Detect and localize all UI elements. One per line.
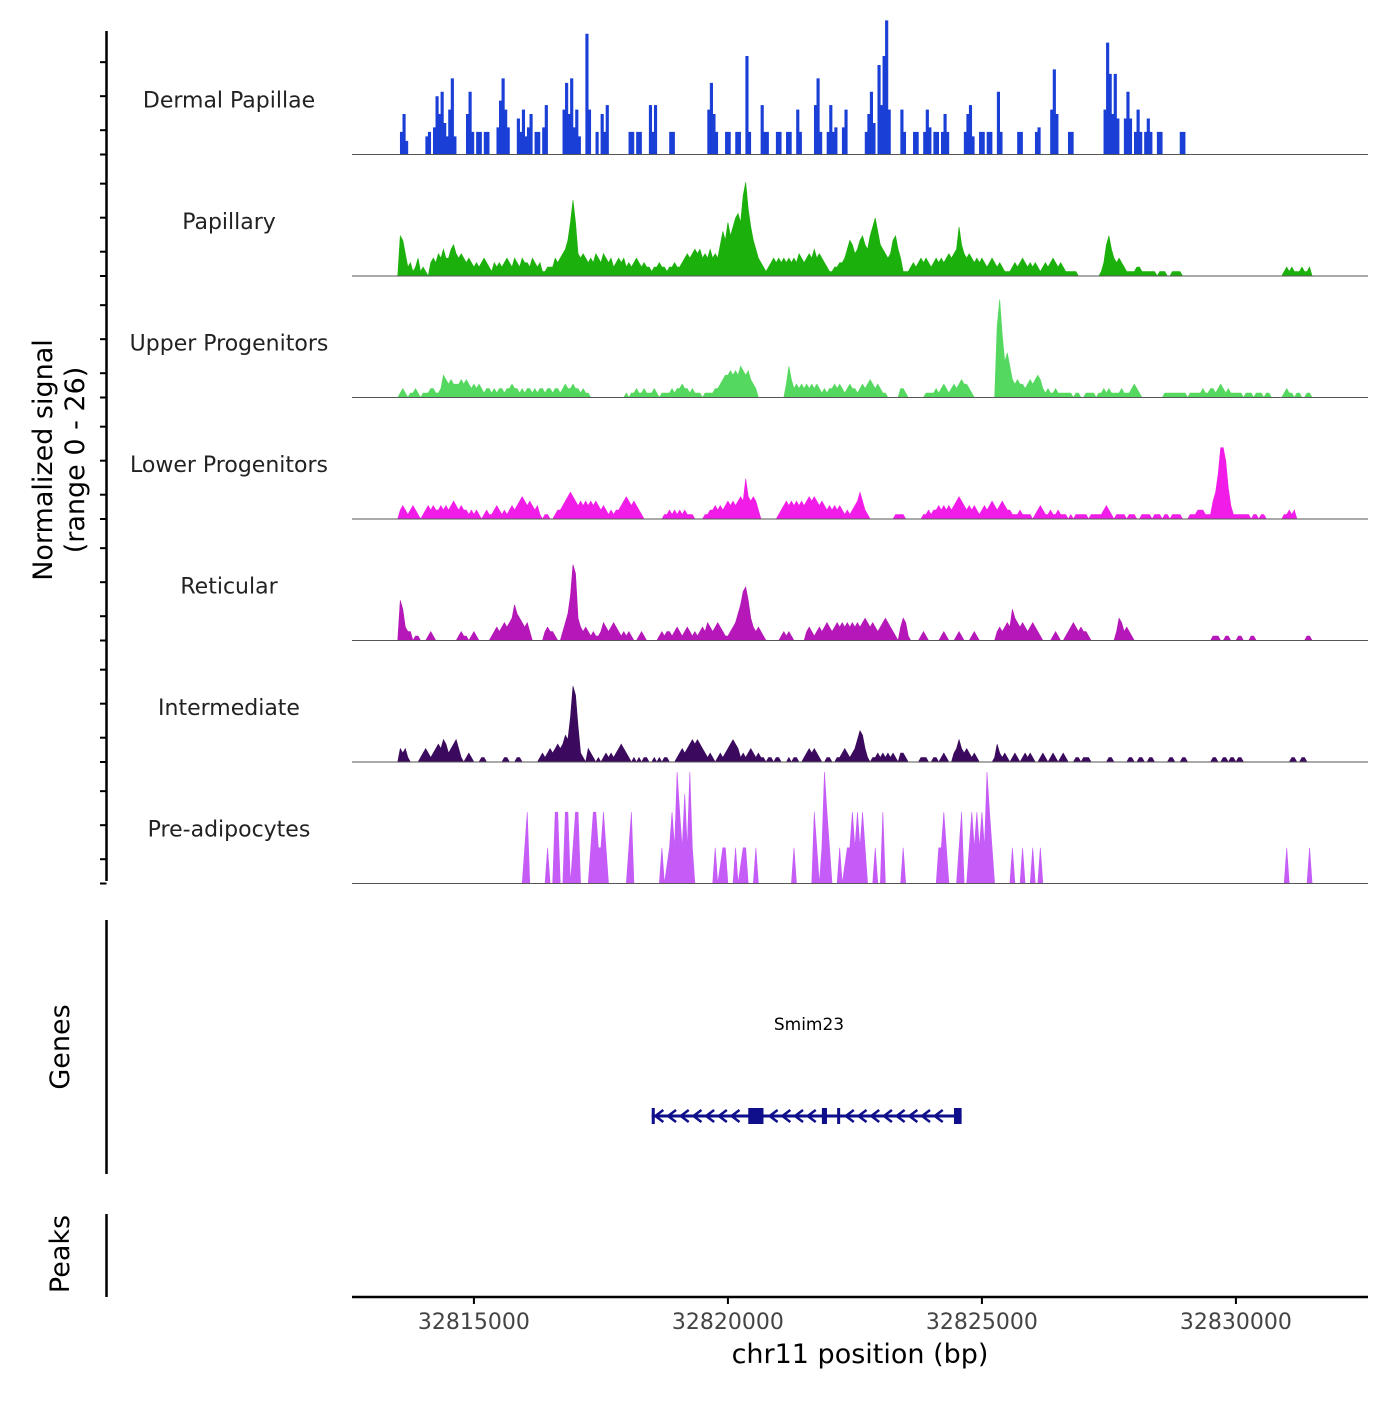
gene-model	[651, 1108, 962, 1124]
y-axis-label-line2: (range 0 - 26)	[60, 367, 91, 554]
strand-arrow	[665, 1109, 677, 1123]
y-axis-label-line1: Normalized signal	[28, 339, 59, 581]
x-tick-label: 32820000	[672, 1310, 784, 1335]
x-axis-label: chr11 position (bp)	[732, 1339, 989, 1370]
coverage-area-papillary	[397, 182, 1313, 277]
track-reticular: Reticular	[180, 564, 1368, 642]
peaks-track-label: Peaks	[45, 1215, 76, 1293]
track-label-lower-progenitors: Lower Progenitors	[130, 453, 328, 478]
gene-exon	[748, 1108, 764, 1124]
track-label-intermediate: Intermediate	[158, 696, 300, 721]
track-label-pre-adipocytes: Pre-adipocytes	[148, 818, 311, 843]
strand-arrow	[780, 1109, 792, 1123]
strand-arrow	[805, 1109, 817, 1123]
coverage-area-dermal-papillae	[397, 20, 1186, 155]
strand-arrow	[856, 1109, 868, 1123]
track-label-papillary: Papillary	[182, 210, 276, 235]
track-label-reticular: Reticular	[180, 575, 278, 600]
gene-exon	[953, 1108, 962, 1124]
x-tick-label: 32815000	[418, 1310, 530, 1335]
strand-arrow	[653, 1109, 665, 1123]
x-tick-label: 32830000	[1180, 1310, 1292, 1335]
gene-exon	[651, 1108, 655, 1124]
strand-arrow	[792, 1109, 804, 1123]
strand-arrow	[843, 1109, 855, 1123]
axes: 32815000 32820000 32825000 32830000	[100, 31, 1368, 1335]
track-label-dermal-papillae: Dermal Papillae	[143, 89, 315, 114]
track-papillary: Papillary	[182, 182, 1368, 277]
coverage-area-lower-progenitors	[397, 447, 1298, 520]
coverage-area-intermediate	[397, 686, 1308, 763]
gene-exon	[821, 1108, 827, 1124]
track-pre-adipocytes: Pre-adipocytes	[148, 771, 1368, 884]
strand-arrow	[932, 1109, 944, 1123]
strand-arrow	[907, 1109, 919, 1123]
track-label-upper-progenitors: Upper Progenitors	[130, 332, 329, 357]
gene-exon	[837, 1108, 841, 1124]
track-upper-progenitors: Upper Progenitors	[130, 299, 1368, 399]
strand-arrow	[716, 1109, 728, 1123]
coverage-area-upper-progenitors	[397, 299, 1313, 399]
strand-arrow	[881, 1109, 893, 1123]
x-tick-label: 32825000	[926, 1310, 1038, 1335]
strand-arrow	[919, 1109, 931, 1123]
strand-arrow	[894, 1109, 906, 1123]
coverage-area-reticular	[397, 564, 1313, 642]
strand-arrow	[678, 1109, 690, 1123]
genes-track-label: Genes	[45, 1004, 76, 1089]
strand-arrow	[729, 1109, 741, 1123]
gene-name-label: Smim23	[774, 1015, 844, 1035]
track-dermal-papillae: Dermal Papillae	[143, 20, 1368, 155]
coverage-tracks: Dermal Papillae Papillary Upper Progenitor…	[130, 20, 1368, 884]
coverage-area-pre-adipocytes	[521, 771, 1313, 884]
strand-arrow	[767, 1109, 779, 1123]
track-intermediate: Intermediate	[158, 686, 1368, 763]
track-lower-progenitors: Lower Progenitors	[130, 447, 1368, 520]
strand-arrow	[691, 1109, 703, 1123]
strand-arrow	[869, 1109, 880, 1123]
strand-arrow	[704, 1109, 715, 1123]
